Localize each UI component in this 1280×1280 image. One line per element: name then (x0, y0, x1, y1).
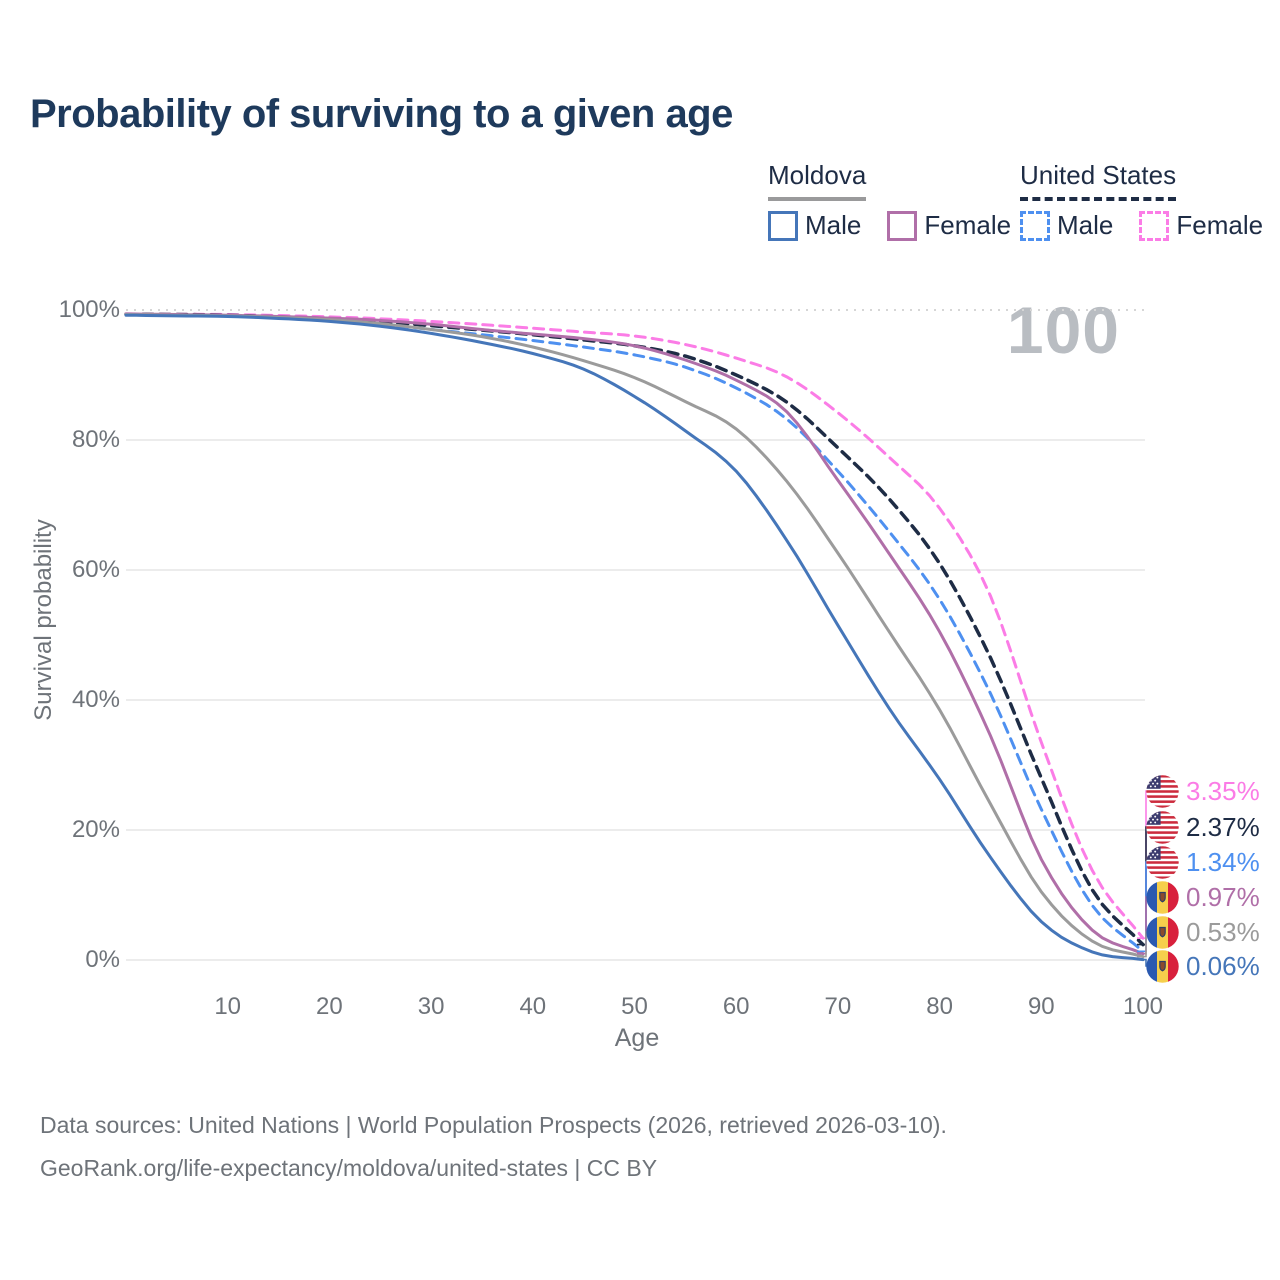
curve-us-female (124, 312, 1145, 940)
end-label-value: 0.53% (1186, 916, 1260, 947)
moldova-flag-icon (1146, 880, 1179, 914)
us-flag-icon (1146, 774, 1179, 808)
footer-license: GeoRank.org/life-expectancy/moldova/unit… (40, 1155, 658, 1181)
legend-item-label: Female (924, 210, 1012, 240)
x-tick-label: 100 (1122, 993, 1164, 1020)
curve-us-both (124, 312, 1145, 947)
y-tick-label: 80% (71, 426, 120, 453)
x-tick-label: 10 (214, 993, 242, 1020)
legend-group-moldova-header: Moldova (768, 160, 867, 201)
moldova-flag-icon (1146, 949, 1179, 983)
us-flag-icon (1146, 845, 1179, 879)
end-label-moldova-male: 0.06% (1146, 949, 1260, 983)
moldova-flag-icon (1146, 915, 1179, 949)
end-label-value: 0.97% (1186, 881, 1260, 912)
legend-group-united-states: United States Male Female (1020, 160, 1263, 241)
curve-moldova-male (124, 313, 1145, 962)
end-label-us-both: 2.37% (1146, 810, 1260, 844)
x-tick-label: 80 (926, 993, 953, 1020)
us-flag-icon (1146, 810, 1179, 844)
legend-item-us-male[interactable]: Male (1020, 210, 1113, 241)
end-label-us-female: 3.35% (1146, 774, 1260, 808)
end-label-value: 0.06% (1186, 950, 1260, 981)
x-tick-label: 70 (824, 993, 852, 1020)
moldova-female-swatch-icon (887, 210, 918, 241)
y-tick-label: 0% (85, 946, 120, 973)
us-male-swatch-icon (1020, 210, 1050, 241)
legend-item-label: Male (805, 210, 862, 240)
end-label-value: 1.34% (1186, 846, 1260, 877)
x-tick-label: 20 (316, 993, 343, 1020)
page-title: Probability of surviving to a given age (30, 92, 733, 136)
age-watermark: 100 (1006, 293, 1120, 367)
legend-group-united-states-header: United States (1020, 160, 1177, 201)
x-tick-label: 60 (722, 993, 750, 1020)
legend-group-moldova: Moldova Male Female (768, 160, 1011, 241)
us-female-swatch-icon (1139, 210, 1170, 241)
x-tick-label: 40 (519, 993, 547, 1020)
footer: Data sources: United Nations | World Pop… (40, 1104, 947, 1190)
end-label-value: 3.35% (1186, 775, 1260, 806)
end-label-value: 2.37% (1186, 811, 1260, 842)
footer-source: Data sources: United Nations | World Pop… (40, 1112, 947, 1138)
x-tick-label: 50 (621, 993, 648, 1020)
x-axis-title: Age (614, 1024, 660, 1052)
legend-item-label: Female (1176, 210, 1264, 240)
moldova-male-swatch-icon (768, 210, 798, 241)
legend-item-label: Male (1057, 210, 1114, 240)
y-tick-label: 60% (71, 556, 120, 583)
end-label-moldova-both: 0.53% (1146, 915, 1260, 949)
x-tick-label: 30 (417, 993, 445, 1020)
legend-item-us-female[interactable]: Female (1139, 210, 1263, 241)
y-tick-label: 20% (71, 816, 120, 843)
legend-item-moldova-male[interactable]: Male (768, 210, 861, 241)
legend-item-moldova-female[interactable]: Female (887, 210, 1011, 241)
curve-moldova-both (124, 313, 1145, 959)
x-tick-label: 90 (1027, 993, 1055, 1020)
end-label-moldova-female: 0.97% (1146, 880, 1260, 914)
end-label-us-male: 1.34% (1146, 845, 1260, 879)
y-tick-label: 40% (71, 686, 120, 713)
y-tick-label: 100% (58, 296, 120, 323)
